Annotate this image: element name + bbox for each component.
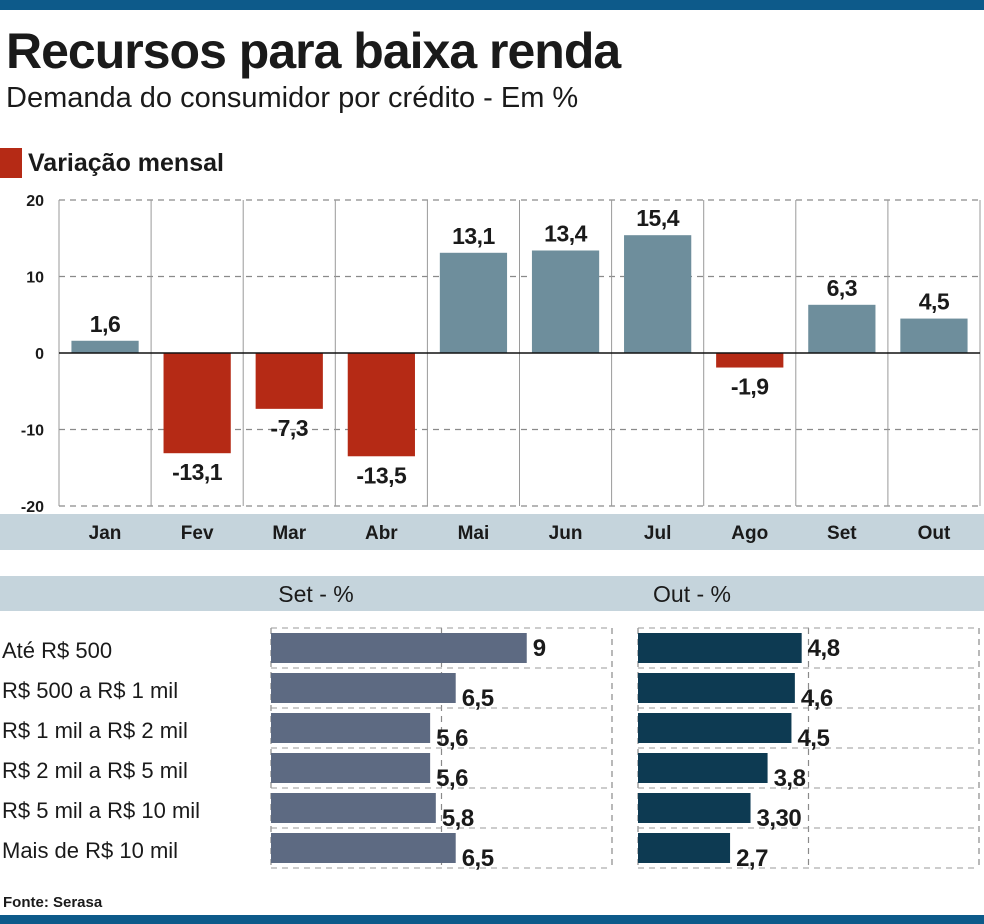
data-label: -13,5 (356, 462, 407, 488)
x-tick-label: Abr (365, 523, 398, 544)
x-tick-label: Set (827, 523, 857, 544)
data-label: 4,5 (919, 289, 950, 315)
y-tick-label: 0 (35, 346, 44, 363)
hbar-1-5 (638, 833, 731, 863)
row-label: Até R$ 500 (2, 638, 112, 663)
hbar-label: 6,5 (462, 845, 494, 872)
chart-title: Recursos para baixa renda (6, 23, 621, 79)
x-tick-label: Ago (731, 523, 768, 544)
hbar-label: 3,8 (774, 765, 806, 792)
x-tick-label: Jan (89, 523, 122, 544)
bar-fev (163, 353, 231, 454)
row-label: R$ 1 mil a R$ 2 mil (2, 718, 188, 743)
y-tick-label: -20 (21, 499, 44, 516)
hbar-1-4 (638, 793, 751, 823)
hbar-0-4 (271, 793, 436, 823)
data-label: 13,4 (544, 220, 587, 246)
hbar-0-2 (271, 713, 431, 743)
data-label: -7,3 (270, 415, 308, 441)
y-tick-label: 20 (26, 193, 44, 210)
bar-set (808, 304, 876, 353)
top-rule (0, 0, 984, 10)
source-note: Fonte: Serasa (3, 894, 103, 911)
data-label: 15,4 (636, 205, 679, 231)
row-label: R$ 500 a R$ 1 mil (2, 678, 178, 703)
hbar-0-0 (271, 633, 527, 663)
legend-label: Variação mensal (28, 148, 224, 177)
hbar-1-2 (638, 713, 792, 743)
bar-mar (255, 353, 323, 409)
hbar-label: 4,6 (801, 685, 833, 712)
legend-swatch (0, 148, 22, 178)
hbar-1-1 (638, 673, 795, 703)
bar-jan (71, 340, 139, 353)
series-header-1: Out - % (653, 581, 731, 607)
bar-abr (347, 353, 415, 457)
bar-out (900, 318, 968, 353)
hbar-label: 4,8 (808, 635, 840, 662)
chart-subtitle: Demanda do consumidor por crédito - Em % (6, 82, 579, 114)
y-tick-label: -10 (21, 423, 44, 440)
x-tick-label: Fev (181, 523, 214, 544)
hbar-label: 5,6 (436, 725, 468, 752)
hbar-label: 2,7 (736, 845, 768, 872)
series-header-band (0, 576, 984, 611)
legend: Variação mensal (0, 148, 224, 178)
hbar-label: 3,30 (757, 805, 802, 832)
hbar-0-3 (271, 753, 431, 783)
row-label: Mais de R$ 10 mil (2, 838, 178, 863)
hbar-label: 6,5 (462, 685, 494, 712)
hbar-0-1 (271, 673, 456, 703)
hbar-1-3 (638, 753, 768, 783)
category-band (0, 514, 984, 550)
bar-mai (439, 252, 508, 353)
x-tick-label: Out (918, 523, 951, 544)
x-tick-label: Mar (272, 523, 306, 544)
hbar-label: 9 (533, 635, 546, 662)
hbar-label: 5,8 (442, 805, 474, 832)
bar-ago (716, 353, 784, 368)
row-label: R$ 2 mil a R$ 5 mil (2, 758, 188, 783)
data-label: 1,6 (90, 311, 120, 337)
bottom-rule (0, 915, 984, 924)
y-tick-label: 10 (26, 270, 44, 287)
data-label: 6,3 (827, 275, 857, 301)
data-label: 13,1 (452, 223, 495, 249)
data-label: -13,1 (172, 459, 223, 485)
x-tick-label: Mai (458, 523, 490, 544)
data-label: -1,9 (731, 374, 769, 400)
hbar-label: 5,6 (436, 765, 468, 792)
bar-jul (624, 235, 692, 353)
hbar-1-0 (638, 633, 802, 663)
bar-jun (531, 250, 600, 353)
x-tick-label: Jun (549, 523, 583, 544)
series-header-0: Set - % (278, 581, 353, 607)
hbar-label: 4,5 (797, 725, 829, 752)
x-tick-label: Jul (644, 523, 671, 544)
row-label: R$ 5 mil a R$ 10 mil (2, 798, 200, 823)
hbar-0-5 (271, 833, 456, 863)
